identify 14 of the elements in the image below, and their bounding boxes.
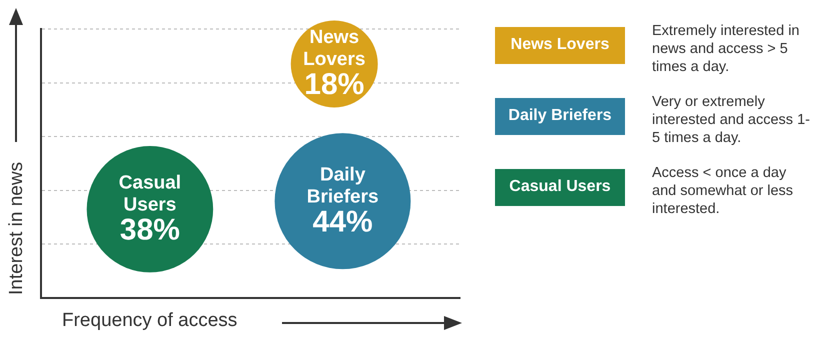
text: Interest in news xyxy=(6,162,28,295)
text: Very or extremely interested and access 1-5 times a day. xyxy=(652,93,811,147)
data-label: 44% xyxy=(312,205,373,238)
data-label: 18% xyxy=(304,68,364,102)
text: Access < once a day and somewhat or less interested. xyxy=(652,164,794,218)
category-label: Casual Users xyxy=(118,172,182,216)
text: Extremely interested in news and access > 5 times a day. xyxy=(652,22,800,76)
category-label: Daily Briefers xyxy=(507,107,613,125)
category-label: Daily Briefers xyxy=(306,164,379,208)
category-label: Casual Users xyxy=(508,178,612,196)
text: Frequency of access xyxy=(62,310,238,332)
data-label: 38% xyxy=(120,213,180,246)
category-label: News Lovers xyxy=(303,27,366,70)
category-label: News Lovers xyxy=(510,36,610,54)
